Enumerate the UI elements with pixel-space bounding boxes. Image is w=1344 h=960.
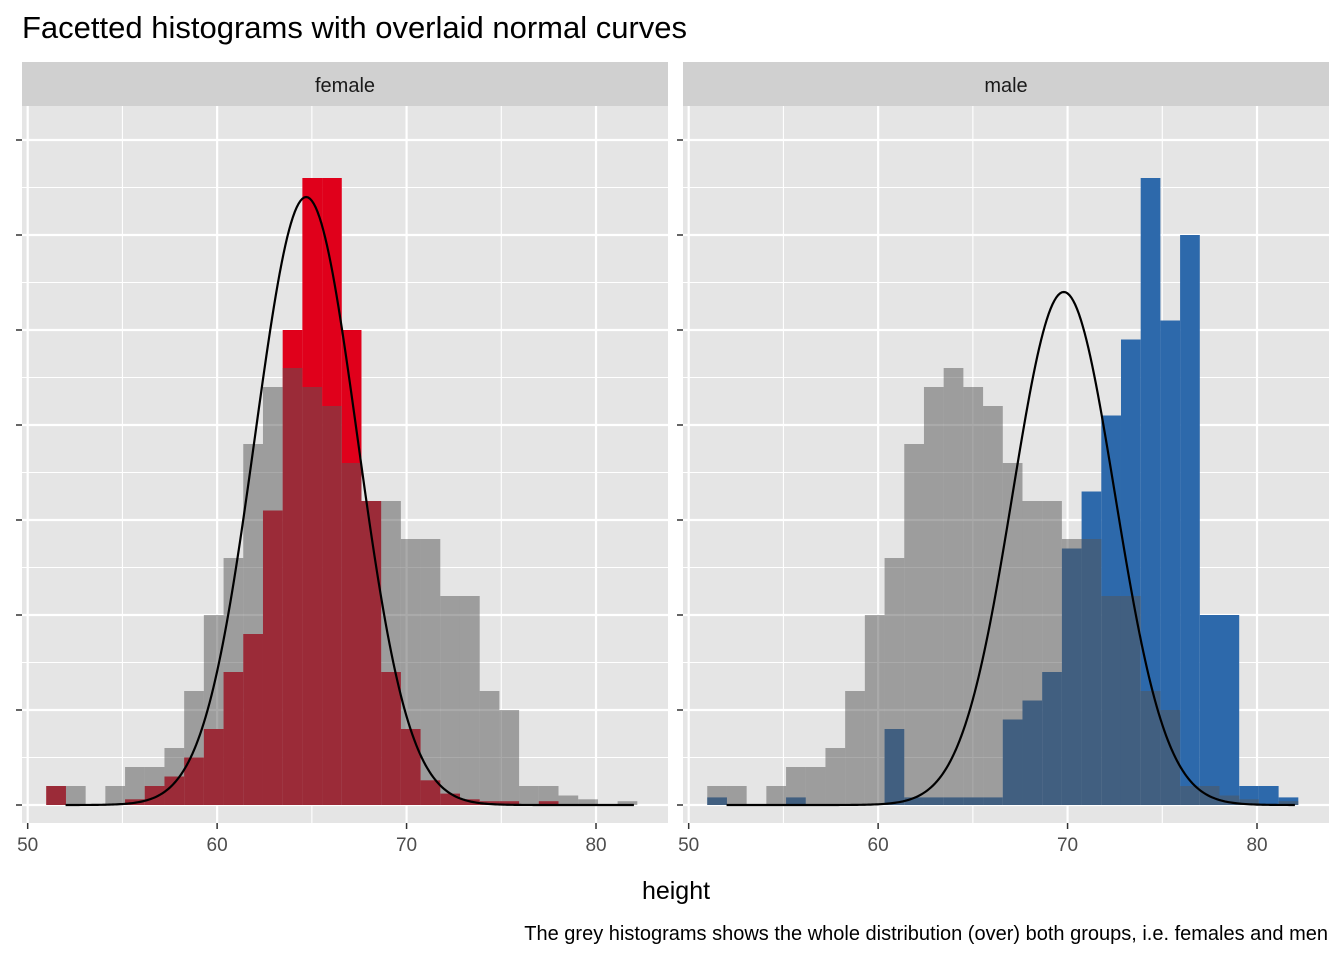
bar-overall xyxy=(1239,799,1259,805)
bar-overall xyxy=(558,795,579,805)
bar-overall xyxy=(904,444,924,805)
bar-overall xyxy=(282,368,303,805)
bar-overall xyxy=(578,799,598,805)
bar-overall xyxy=(400,539,421,805)
bar-overall xyxy=(1061,539,1082,805)
facet-strip xyxy=(683,62,1329,106)
chart-title: Facetted histograms with overlaid normal… xyxy=(22,10,688,45)
bar-overall xyxy=(420,539,441,805)
bar-overall xyxy=(1002,463,1023,805)
bar-overall xyxy=(538,786,559,805)
bar-overall xyxy=(1120,596,1141,805)
bar-overall xyxy=(1101,596,1121,805)
caption: The grey histograms shows the whole dist… xyxy=(524,923,1328,945)
bar-overall xyxy=(479,691,500,805)
bar-overall xyxy=(923,387,944,805)
bar-overall xyxy=(1022,501,1043,805)
bar-overall xyxy=(845,691,865,805)
bar-overall xyxy=(1219,795,1240,805)
bar-male xyxy=(1258,786,1279,805)
x-tick-label: 70 xyxy=(1057,835,1078,856)
facet-female: female 50 60 70 80 xyxy=(16,62,668,856)
bar-overall xyxy=(766,786,787,805)
bar-overall xyxy=(361,501,382,805)
bar-overall xyxy=(726,786,747,805)
bar-overall xyxy=(1160,710,1181,805)
normal-curve xyxy=(726,290,1295,807)
bar-overall xyxy=(46,786,66,805)
bar-overall xyxy=(825,748,846,805)
bar-overall xyxy=(65,786,86,805)
bar-overall xyxy=(864,615,885,805)
bar-overall xyxy=(1140,691,1161,805)
x-tick-label: 60 xyxy=(207,835,228,856)
bar-male xyxy=(1140,178,1161,805)
bar-overall xyxy=(341,463,362,805)
bar-overall xyxy=(943,368,964,805)
bar-overall xyxy=(884,558,905,805)
x-tick-label: 70 xyxy=(396,835,417,856)
facet-strip xyxy=(22,62,668,106)
normal-curve xyxy=(65,195,634,807)
bar-overall xyxy=(164,748,185,805)
bar-overall xyxy=(1180,786,1200,805)
bar-overall xyxy=(223,558,244,805)
bar-overall xyxy=(1278,801,1299,805)
bar-overall xyxy=(786,767,806,805)
bar-overall xyxy=(963,387,984,805)
x-tick-label: 50 xyxy=(17,835,38,856)
bar-male xyxy=(1199,615,1220,805)
facet-male: male 50 60 70 80 xyxy=(677,62,1329,856)
x-tick-label: 80 xyxy=(585,835,606,856)
bar-overall xyxy=(125,767,145,805)
bar-overall xyxy=(707,786,727,805)
bar-male xyxy=(1219,615,1240,805)
bar-overall xyxy=(617,801,638,805)
x-tick-label: 50 xyxy=(678,835,699,856)
bar-overall xyxy=(1042,501,1062,805)
bar-overall xyxy=(499,710,520,805)
facet-strip-label: female xyxy=(315,75,375,97)
x-tick-label: 80 xyxy=(1246,835,1267,856)
bar-overall xyxy=(519,786,539,805)
bar-overall xyxy=(243,444,263,805)
facet-strip-label: male xyxy=(984,75,1027,97)
bar-overall xyxy=(302,387,323,805)
bar-male xyxy=(1160,320,1181,805)
x-axis-label: height xyxy=(641,877,711,905)
bar-overall xyxy=(322,406,342,805)
bar-overall xyxy=(459,596,480,805)
bar-overall xyxy=(440,596,460,805)
bar-overall xyxy=(105,786,126,805)
bar-male xyxy=(1180,235,1200,805)
x-tick-label: 60 xyxy=(868,835,889,856)
bar-overall xyxy=(1081,539,1102,805)
bar-overall xyxy=(262,387,283,805)
bar-overall xyxy=(805,767,826,805)
